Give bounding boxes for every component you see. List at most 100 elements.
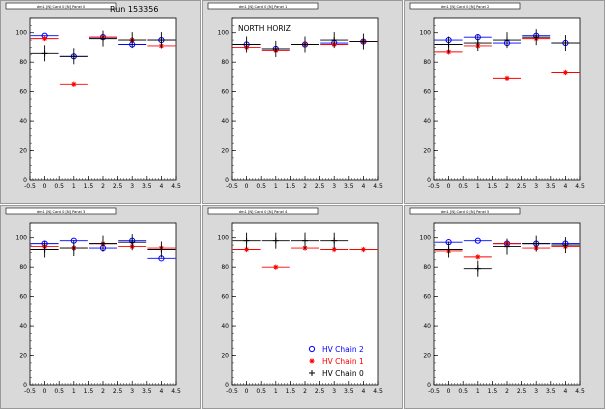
series-chain0 xyxy=(232,232,349,249)
y-tick-label: 100 xyxy=(218,30,230,37)
data-point-marker xyxy=(41,50,48,57)
chart-panel-1: dm1 [N] Card 0 [N] Panel 0-0.5 0 0.5 1 1.5 2 2… xyxy=(0,0,201,204)
data-point-marker xyxy=(42,36,48,42)
x-tick-label: 1 xyxy=(72,388,76,395)
series-chain0 xyxy=(434,29,580,53)
x-tick-label: 1 xyxy=(72,183,76,190)
y-tick-label: 0 xyxy=(427,177,431,184)
data-point-marker xyxy=(41,246,48,253)
x-tick-label: 2.5 xyxy=(315,183,325,190)
data-point-marker xyxy=(360,246,366,253)
x-tick-label: 3.5 xyxy=(142,388,152,395)
data-point-marker xyxy=(445,246,452,253)
x-tick-label: 3 xyxy=(332,183,336,190)
panel-tab-label: dm1 [N] Card 0 [N] Panel 4 xyxy=(239,210,288,214)
x-tick-label: 4 xyxy=(361,388,365,395)
data-point-marker xyxy=(243,237,250,244)
data-point-marker xyxy=(243,41,250,48)
x-tick-label: 4 xyxy=(159,388,163,395)
legend-label: HV Chain 0 xyxy=(322,369,364,378)
data-point-marker xyxy=(272,45,279,52)
x-tick-label: 2 xyxy=(101,183,105,190)
panel-tab xyxy=(409,2,521,10)
x-tick-label: 1.5 xyxy=(84,183,94,190)
x-tick-label: 1.5 xyxy=(488,388,498,395)
legend-marker xyxy=(309,370,315,376)
chart-panel-3: dm1 [N] Card 0 [N] Panel 2-0.5 0 0.5 1 1.5 2 2… xyxy=(404,0,605,204)
y-tick-label: 100 xyxy=(218,235,230,242)
x-tick-label: 4 xyxy=(361,183,365,190)
y-tick-label: 60 xyxy=(19,89,27,96)
x-tick-label: 3 xyxy=(534,183,538,190)
x-tick-label: 4.5 xyxy=(373,388,383,395)
x-tick-label: 3 xyxy=(130,183,134,190)
x-tick-label: 2 xyxy=(303,388,307,395)
data-point-marker xyxy=(475,254,481,260)
data-point-marker xyxy=(70,245,77,252)
x-tick-label: 4.5 xyxy=(575,183,585,190)
data-point-marker xyxy=(129,37,136,44)
x-tick-label: 0 xyxy=(447,183,451,190)
legend-label: HV Chain 1 xyxy=(322,357,364,366)
data-point-marker xyxy=(158,246,165,253)
x-tick-label: 4 xyxy=(563,388,567,395)
y-tick-label: 40 xyxy=(221,118,229,125)
x-tick-label: 2 xyxy=(303,183,307,190)
data-point-marker xyxy=(244,246,250,253)
data-point-marker xyxy=(562,40,569,47)
x-tick-label: 0 xyxy=(447,388,451,395)
data-point-marker xyxy=(562,242,569,249)
y-tick-label: 60 xyxy=(19,294,27,301)
legend-marker-chain0 xyxy=(309,370,315,376)
x-tick-label: 4.5 xyxy=(575,388,585,395)
y-tick-label: 100 xyxy=(16,30,28,37)
x-tick-label: 3 xyxy=(332,388,336,395)
legend: HV Chain 2 HV Chain 1 HV Chain 0 xyxy=(308,345,364,378)
x-tick-label: 0.5 xyxy=(256,388,266,395)
y-tick-label: 20 xyxy=(221,353,229,360)
x-tick-label: 1 xyxy=(274,388,278,395)
x-tick-label: 4 xyxy=(159,183,163,190)
x-tick-label: 2 xyxy=(505,388,509,395)
panel-tab-label: dm1 [N] Card 0 [N] Panel 0 xyxy=(37,5,86,9)
x-tick-label: 3.5 xyxy=(546,183,556,190)
series-chain0 xyxy=(30,30,176,65)
chart-panel-4: dm1 [N] Card 0 [N] Panel 3-0.5 0 0.5 1 1.5 2 2… xyxy=(0,205,201,409)
y-tick-label: 40 xyxy=(423,118,431,125)
y-tick-label: 80 xyxy=(221,59,229,66)
y-tick-label: 60 xyxy=(423,89,431,96)
y-tick-label: 80 xyxy=(423,59,431,66)
data-point-marker xyxy=(331,246,337,253)
x-tick-label: 0.5 xyxy=(54,183,64,190)
x-tick-label: 1.5 xyxy=(286,388,296,395)
data-point-marker xyxy=(158,37,165,44)
x-tick-label: 2 xyxy=(505,183,509,190)
y-tick-label: 100 xyxy=(16,235,28,242)
data-point-marker xyxy=(504,37,510,44)
x-tick-label: 0.5 xyxy=(458,388,468,395)
y-tick-label: 20 xyxy=(19,148,27,155)
x-tick-label: 2.5 xyxy=(517,183,527,190)
x-tick-label: 3.5 xyxy=(344,388,354,395)
x-tick-label: 1.5 xyxy=(286,183,296,190)
legend-marker xyxy=(308,345,316,353)
y-tick-label: 80 xyxy=(19,264,27,271)
y-tick-label: 20 xyxy=(423,353,431,360)
y-tick-label: 100 xyxy=(420,30,432,37)
data-point-marker xyxy=(474,237,481,244)
run-label: Run 153356 xyxy=(110,5,158,14)
x-tick-label: 2.5 xyxy=(113,388,123,395)
x-tick-label: 3 xyxy=(130,388,134,395)
y-tick-label: 20 xyxy=(423,148,431,155)
data-point-marker xyxy=(533,240,540,247)
x-tick-label: -0.5 xyxy=(428,388,440,395)
y-tick-label: 60 xyxy=(221,89,229,96)
x-tick-label: 0 xyxy=(245,183,249,190)
data-point-marker xyxy=(331,37,338,44)
x-tick-label: -0.5 xyxy=(226,388,238,395)
x-tick-label: 3 xyxy=(534,388,538,395)
series-chain0 xyxy=(232,32,378,57)
data-point-marker xyxy=(302,41,308,48)
y-tick-label: 0 xyxy=(427,382,431,389)
